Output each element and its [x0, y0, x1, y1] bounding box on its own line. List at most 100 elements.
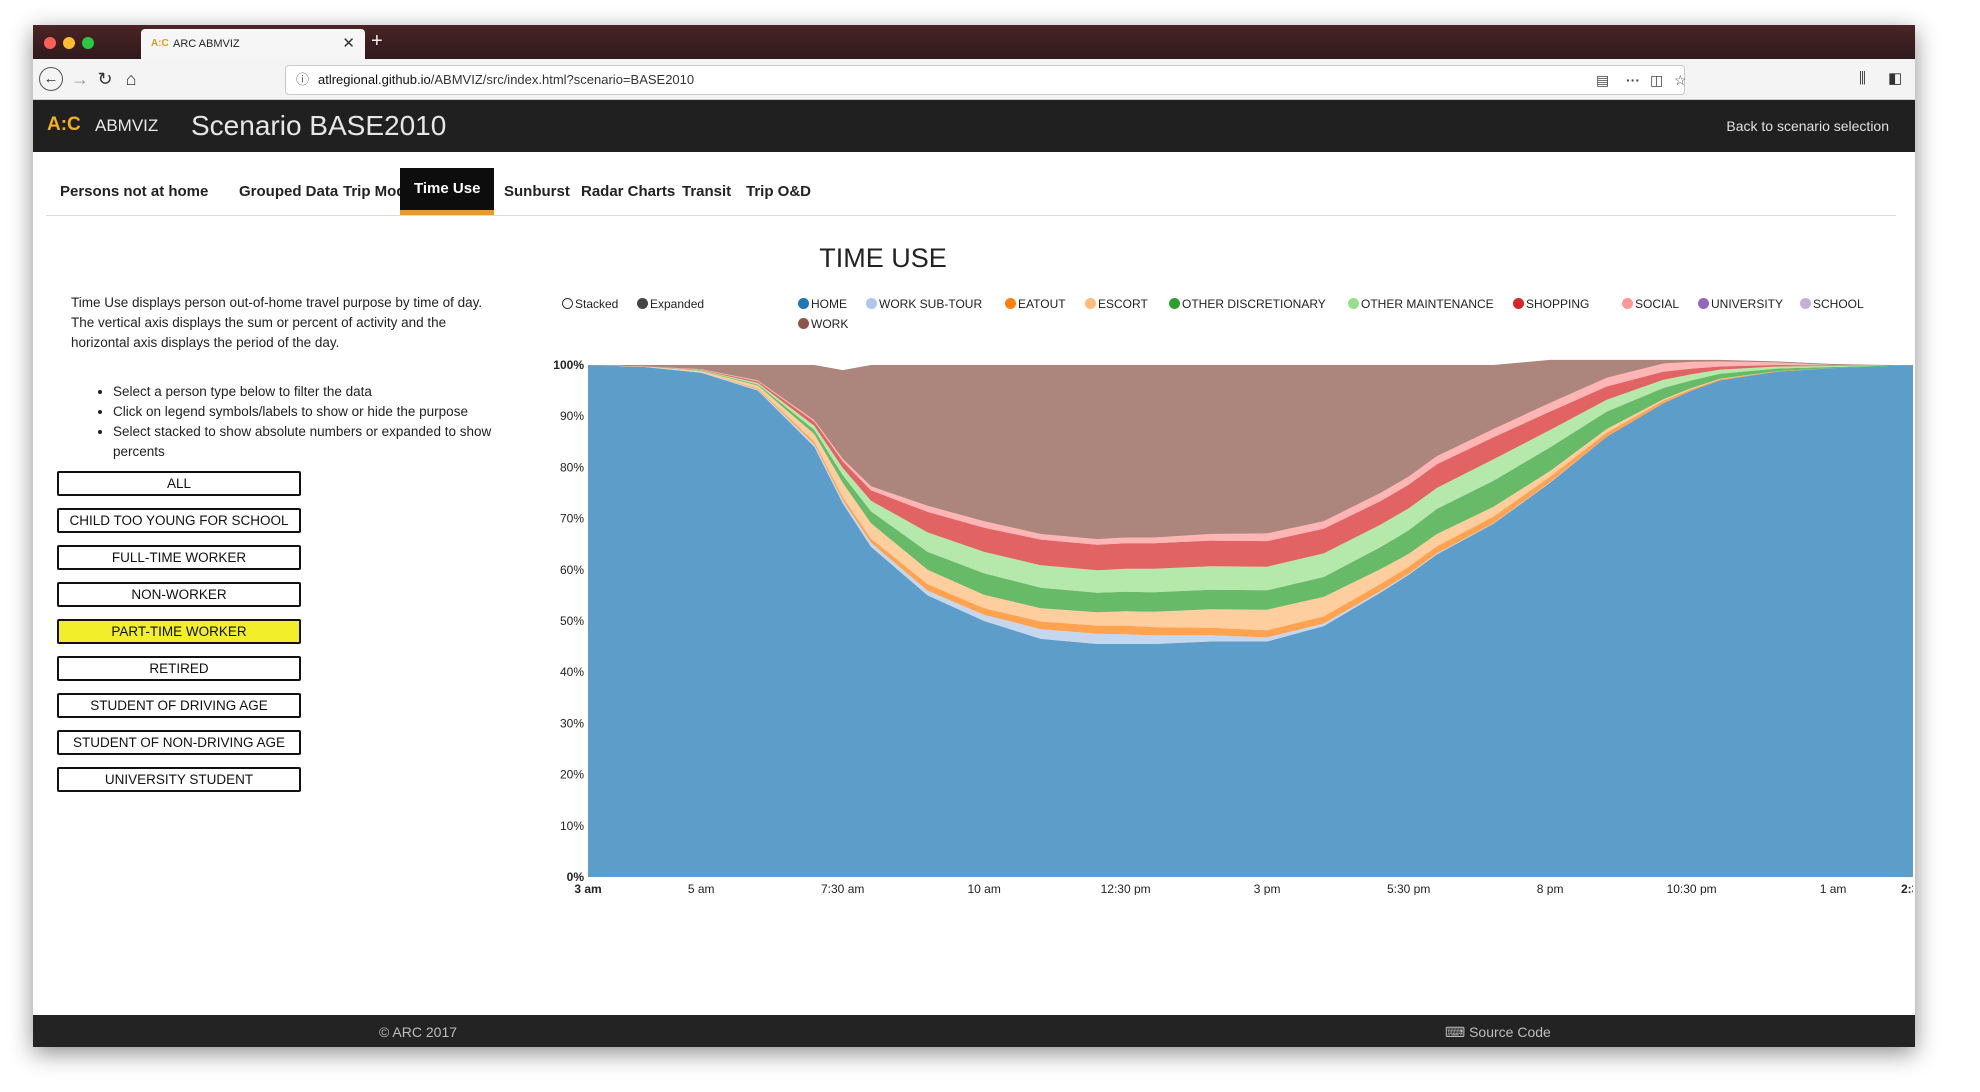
legend-item-social[interactable]: SOCIAL: [1622, 297, 1679, 311]
person-type-part-time-button[interactable]: PART-TIME WORKER: [57, 619, 301, 644]
pocket-icon[interactable]: ◫: [1650, 72, 1664, 88]
x-tick-label: 12:30 pm: [1101, 882, 1151, 895]
x-tick-label: 3 am: [574, 882, 601, 895]
tab-trip-mode[interactable]: Trip Mode: [343, 183, 414, 200]
stacked-toggle[interactable]: Stacked: [562, 297, 618, 311]
bookmark-star-icon[interactable]: ☆: [1674, 72, 1687, 88]
legend-item-school[interactable]: SCHOOL: [1800, 297, 1864, 311]
y-tick-label: 20%: [560, 768, 584, 782]
legend-label: WORK: [811, 317, 849, 331]
x-tick-label: 2:30 a: [1901, 882, 1913, 895]
url-text: atlregional.github.io/ABMVIZ/src/index.h…: [318, 72, 695, 87]
person-type-all-button[interactable]: ALL: [57, 471, 301, 496]
legend-item-shopping[interactable]: SHOPPING: [1513, 297, 1589, 311]
library-icon[interactable]: ⫼: [1859, 70, 1866, 87]
sidebar-icon[interactable]: ◧: [1888, 70, 1903, 87]
person-type-child-button[interactable]: CHILD TOO YOUNG FOR SCHOOL: [57, 508, 301, 533]
reload-icon[interactable]: ↻: [97, 69, 113, 89]
instruction-item: Click on legend symbols/labels to show o…: [113, 402, 513, 422]
close-window-icon[interactable]: [44, 37, 56, 49]
legend-label: WORK SUB-TOUR: [879, 297, 983, 311]
y-tick-label: 30%: [560, 716, 584, 730]
legend-item-work[interactable]: WORK: [798, 317, 848, 331]
tab-sunburst[interactable]: Sunburst: [504, 183, 570, 200]
y-tick-label: 80%: [560, 460, 584, 474]
legend-item-university[interactable]: UNIVERSITY: [1698, 297, 1783, 311]
info-icon[interactable]: ⓘ: [296, 72, 310, 87]
tab-transit[interactable]: Transit: [682, 183, 732, 200]
tab-trip-od[interactable]: Trip O&D: [746, 183, 812, 200]
person-type-non-worker-button[interactable]: NON-WORKER: [57, 582, 301, 607]
y-tick-label: 70%: [560, 512, 584, 526]
legend-dot-icon: [798, 298, 809, 309]
maximize-window-icon[interactable]: [82, 37, 94, 49]
tab-grouped-data[interactable]: Grouped Data: [239, 183, 339, 200]
source-code-link[interactable]: ⌨ Source Code: [1445, 1024, 1551, 1040]
x-tick-label: 3 pm: [1254, 882, 1281, 895]
visualization-tabs: Persons not at home Grouped Data Trip Mo…: [46, 168, 1896, 216]
brand-name[interactable]: ABMVIZ: [95, 116, 159, 135]
browser-window: A:C ARC ABMVIZ ✕ + ← → ↻ ⌂ ⓘ atlregional…: [33, 25, 1915, 1047]
person-type-non-driving-age-button[interactable]: STUDENT OF NON-DRIVING AGE: [57, 730, 301, 755]
area-shopping: [588, 365, 1913, 571]
legend-item-work-sub-tour[interactable]: WORK SUB-TOUR: [866, 297, 982, 311]
area-other-maintenance: [588, 365, 1913, 593]
legend-dot-icon: [1085, 298, 1096, 309]
person-type-retired-button[interactable]: RETIRED: [57, 656, 301, 681]
minimize-window-icon[interactable]: [63, 37, 75, 49]
person-type-university-button[interactable]: UNIVERSITY STUDENT: [57, 767, 301, 792]
legend-item-eatout[interactable]: EATOUT: [1005, 297, 1066, 311]
time-use-description: Time Use displays person out-of-home tra…: [71, 295, 483, 350]
x-tick-label: 10:30 pm: [1667, 882, 1717, 895]
chart-title: TIME USE: [819, 243, 947, 273]
close-tab-icon[interactable]: ✕: [342, 35, 355, 52]
back-icon[interactable]: ←: [39, 67, 63, 91]
y-tick-label: 50%: [560, 614, 584, 628]
y-tick-label: 10%: [560, 819, 584, 833]
y-tick-label: 40%: [560, 665, 584, 679]
person-type-driving-age-button[interactable]: STUDENT OF DRIVING AGE: [57, 693, 301, 718]
legend-dot-icon: [1005, 298, 1016, 309]
y-tick-label: 100%: [553, 358, 584, 372]
legend-dot-icon: [798, 318, 809, 329]
tab-radar-charts[interactable]: Radar Charts: [581, 183, 676, 200]
legend-label: SHOPPING: [1526, 297, 1590, 311]
x-tick-label: 5 am: [688, 882, 715, 895]
legend-item-home[interactable]: HOME: [798, 297, 847, 311]
legend-label: EATOUT: [1018, 297, 1066, 311]
time-use-chart: 0% 10% 20% 30% 40% 50% 60% 70% 80% 90% 100% 3 am 5 a…: [553, 358, 1913, 895]
legend-item-other-maintenance[interactable]: OTHER MAINTENANCE: [1348, 297, 1494, 311]
expanded-toggle[interactable]: Expanded: [637, 297, 704, 311]
page-actions-icon[interactable]: ···: [1626, 72, 1640, 88]
y-tick-label: 60%: [560, 563, 584, 577]
instructions-list: Select a person type below to filter the…: [95, 382, 513, 462]
x-tick-label: 7:30 am: [821, 882, 864, 895]
tab-persons-not-at-home[interactable]: Persons not at home: [60, 183, 209, 200]
legend-dot-icon: [866, 298, 877, 309]
forward-icon[interactable]: →: [71, 69, 89, 89]
address-bar[interactable]: ⓘ atlregional.github.io/ABMVIZ/src/index…: [285, 65, 1687, 95]
back-to-scenario-link[interactable]: Back to scenario selection: [1726, 118, 1889, 134]
reader-view-icon[interactable]: ▤: [1596, 72, 1610, 88]
instruction-item: Select a person type below to filter the…: [113, 382, 513, 402]
x-tick-label: 8 pm: [1537, 882, 1564, 895]
copyright-text: © ARC 2017: [379, 1024, 458, 1040]
legend-item-escort[interactable]: ESCORT: [1085, 297, 1148, 311]
new-tab-icon[interactable]: +: [371, 30, 383, 52]
legend-dot-icon: [1698, 298, 1709, 309]
person-type-full-time-button[interactable]: FULL-TIME WORKER: [57, 545, 301, 570]
legend-label: OTHER DISCRETIONARY: [1182, 297, 1326, 311]
y-tick-label: 90%: [560, 409, 584, 423]
browser-tab[interactable]: A:C ARC ABMVIZ ✕: [141, 29, 365, 59]
home-icon[interactable]: ⌂: [125, 69, 137, 89]
x-tick-label: 5:30 pm: [1387, 882, 1430, 895]
arc-logo[interactable]: A:C: [47, 114, 81, 135]
tab-time-use[interactable]: Time Use: [400, 168, 495, 215]
legend-label: UNIVERSITY: [1711, 297, 1784, 311]
legend-item-other-discretionary[interactable]: OTHER DISCRETIONARY: [1169, 297, 1326, 311]
legend-label: OTHER MAINTENANCE: [1361, 297, 1494, 311]
page-footer: © ARC 2017 ⌨ Source Code: [33, 1015, 1915, 1047]
area-work: [588, 359, 1913, 540]
legend-label: SOCIAL: [1635, 297, 1680, 311]
browser-tab-bar: A:C ARC ABMVIZ ✕ +: [33, 25, 1915, 59]
